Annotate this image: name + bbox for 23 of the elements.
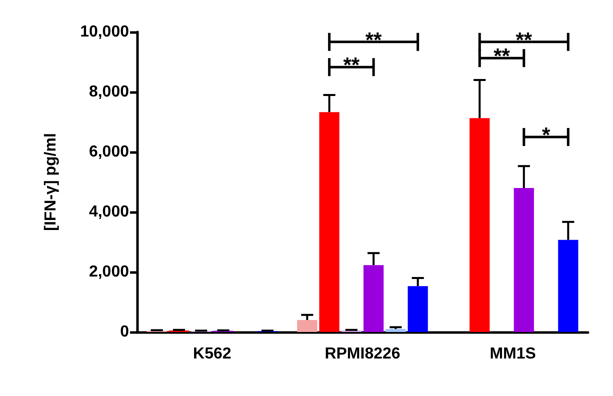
bar bbox=[558, 240, 578, 332]
y-tick-label: 0 bbox=[120, 324, 130, 340]
annotation: * bbox=[542, 124, 551, 147]
bar bbox=[386, 329, 406, 332]
bar bbox=[319, 112, 340, 332]
bar bbox=[364, 265, 384, 332]
annotation: ** bbox=[516, 28, 533, 52]
annotation: ** bbox=[343, 54, 360, 78]
y-tick-label: 2,000 bbox=[88, 264, 130, 280]
bar bbox=[297, 320, 318, 332]
x-tick-label: MM1S bbox=[490, 346, 536, 362]
x-tick-label: RPMI8226 bbox=[324, 346, 400, 362]
bar bbox=[408, 286, 428, 332]
y-tick-label: 6,000 bbox=[88, 144, 130, 160]
y-tick-label: 8,000 bbox=[88, 84, 130, 100]
bar bbox=[514, 188, 534, 332]
x-tick-label: K562 bbox=[193, 346, 232, 362]
annotation: ** bbox=[494, 45, 511, 68]
y-tick-label: 10,000 bbox=[80, 24, 130, 40]
bar bbox=[470, 118, 490, 332]
y-axis-title: [IFN-γ] pg/ml bbox=[42, 133, 60, 231]
y-tick-label: 4,000 bbox=[88, 204, 130, 220]
annotation: ** bbox=[365, 28, 383, 52]
